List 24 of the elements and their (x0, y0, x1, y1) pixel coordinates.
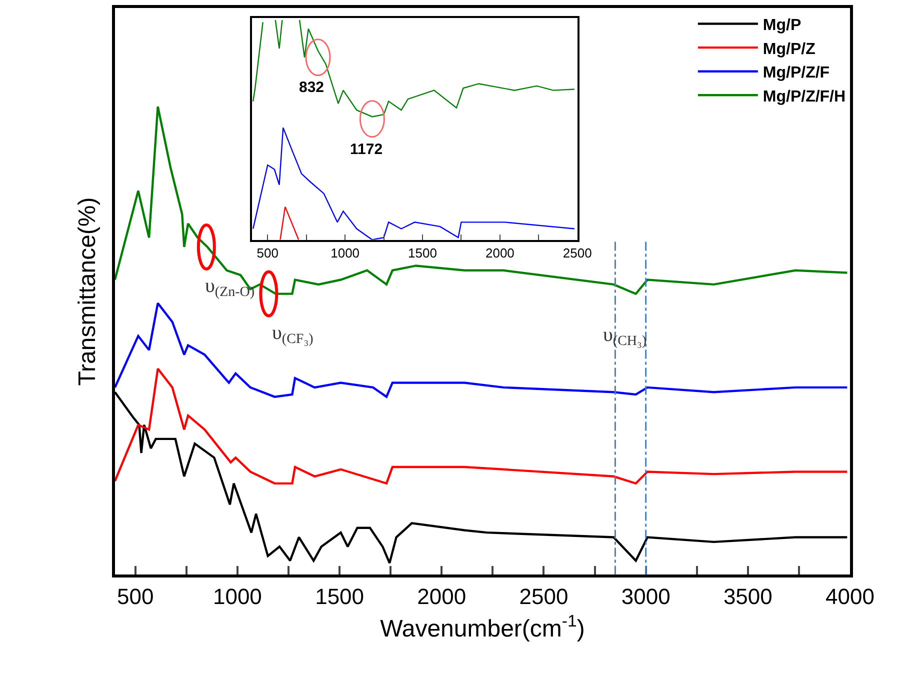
ref-line-label: υ$_{(CH₃)}$ (603, 324, 647, 350)
legend-label: Mg/P/Z/F (762, 64, 830, 82)
x-axis-title: Wavenumber(cm$^{-1}$) (380, 611, 585, 642)
x-tick-label: 500 (117, 584, 154, 610)
annotation: 832 (299, 79, 324, 96)
x-tick-label: 2500 (519, 584, 568, 610)
x-tick-label: 1000 (212, 584, 262, 610)
annotation: υ$_{(CF₃)}$ (272, 322, 314, 348)
annotation: 1172 (350, 141, 383, 158)
x-tick-label: 3500 (723, 584, 772, 610)
legend-label: Mg/P/Z (762, 40, 816, 58)
x-tick-label: 1000 (330, 245, 360, 260)
legend-label: Mg/P/Z/F/H (762, 88, 846, 106)
legend-label: Mg/P (762, 16, 802, 34)
x-tick-label: 2000 (485, 245, 514, 260)
x-tick-label: 3000 (621, 584, 670, 610)
annotation: υ$_{(Zn-O)}$ (205, 275, 255, 300)
x-tick-label: 1500 (408, 245, 437, 260)
x-tick-label: 2500 (562, 245, 592, 260)
x-tick-label: 1500 (315, 584, 364, 610)
x-tick-label: 500 (256, 245, 278, 260)
x-tick-label: 4000 (826, 584, 874, 610)
x-tick-label: 2000 (417, 584, 466, 610)
y-axis-title: Transmittance(%) (74, 197, 102, 386)
